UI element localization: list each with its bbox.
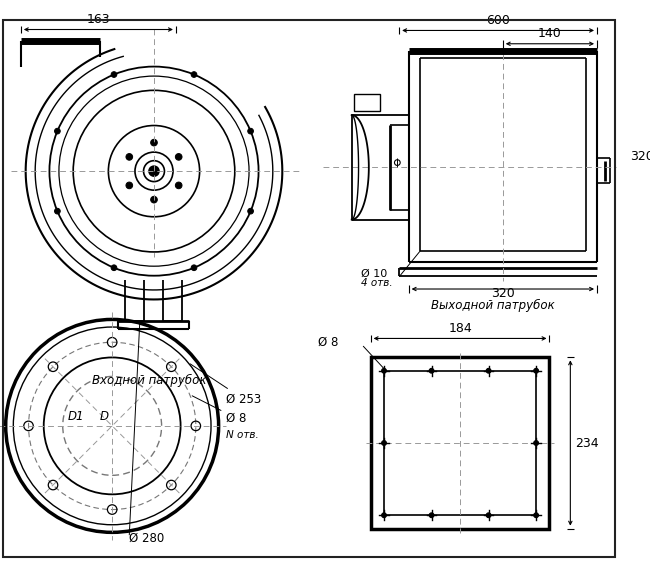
Bar xyxy=(370,357,549,529)
Text: 184: 184 xyxy=(448,321,472,335)
Text: Ø 10: Ø 10 xyxy=(361,269,387,279)
Bar xyxy=(354,94,380,111)
Circle shape xyxy=(191,265,197,271)
Circle shape xyxy=(191,72,197,78)
Circle shape xyxy=(111,72,117,78)
Circle shape xyxy=(534,513,538,518)
Circle shape xyxy=(248,128,254,134)
Circle shape xyxy=(382,368,386,373)
Text: 234: 234 xyxy=(575,436,599,449)
Circle shape xyxy=(429,368,434,373)
Circle shape xyxy=(176,154,182,160)
Text: Входной патрубок: Входной патрубок xyxy=(92,373,207,387)
Circle shape xyxy=(248,208,254,214)
Text: N отв.: N отв. xyxy=(226,431,259,440)
Circle shape xyxy=(534,441,538,445)
Text: 320: 320 xyxy=(491,287,515,300)
Text: Ø 8: Ø 8 xyxy=(192,396,246,425)
Circle shape xyxy=(382,513,386,518)
Circle shape xyxy=(150,166,159,176)
Circle shape xyxy=(486,513,491,518)
Text: 4 отв.: 4 отв. xyxy=(361,278,393,288)
Text: Ø 8: Ø 8 xyxy=(318,336,339,349)
Text: D1: D1 xyxy=(68,410,84,423)
Circle shape xyxy=(126,154,133,160)
Circle shape xyxy=(126,182,133,189)
Circle shape xyxy=(486,368,491,373)
Text: 163: 163 xyxy=(86,13,110,26)
Circle shape xyxy=(111,265,117,271)
Bar xyxy=(384,371,536,515)
Circle shape xyxy=(429,513,434,518)
Circle shape xyxy=(55,128,60,134)
Circle shape xyxy=(151,196,157,203)
Text: Выходной патрубок: Выходной патрубок xyxy=(432,299,555,312)
Text: 600: 600 xyxy=(486,14,510,27)
Circle shape xyxy=(151,139,157,146)
Circle shape xyxy=(55,208,60,214)
Circle shape xyxy=(176,182,182,189)
Text: 140: 140 xyxy=(538,27,562,40)
Circle shape xyxy=(534,368,538,373)
Circle shape xyxy=(382,441,386,445)
Text: Ø 253: Ø 253 xyxy=(190,364,261,406)
Text: 320: 320 xyxy=(630,150,650,163)
Text: D: D xyxy=(100,410,109,423)
Text: Ø 280: Ø 280 xyxy=(129,532,164,545)
